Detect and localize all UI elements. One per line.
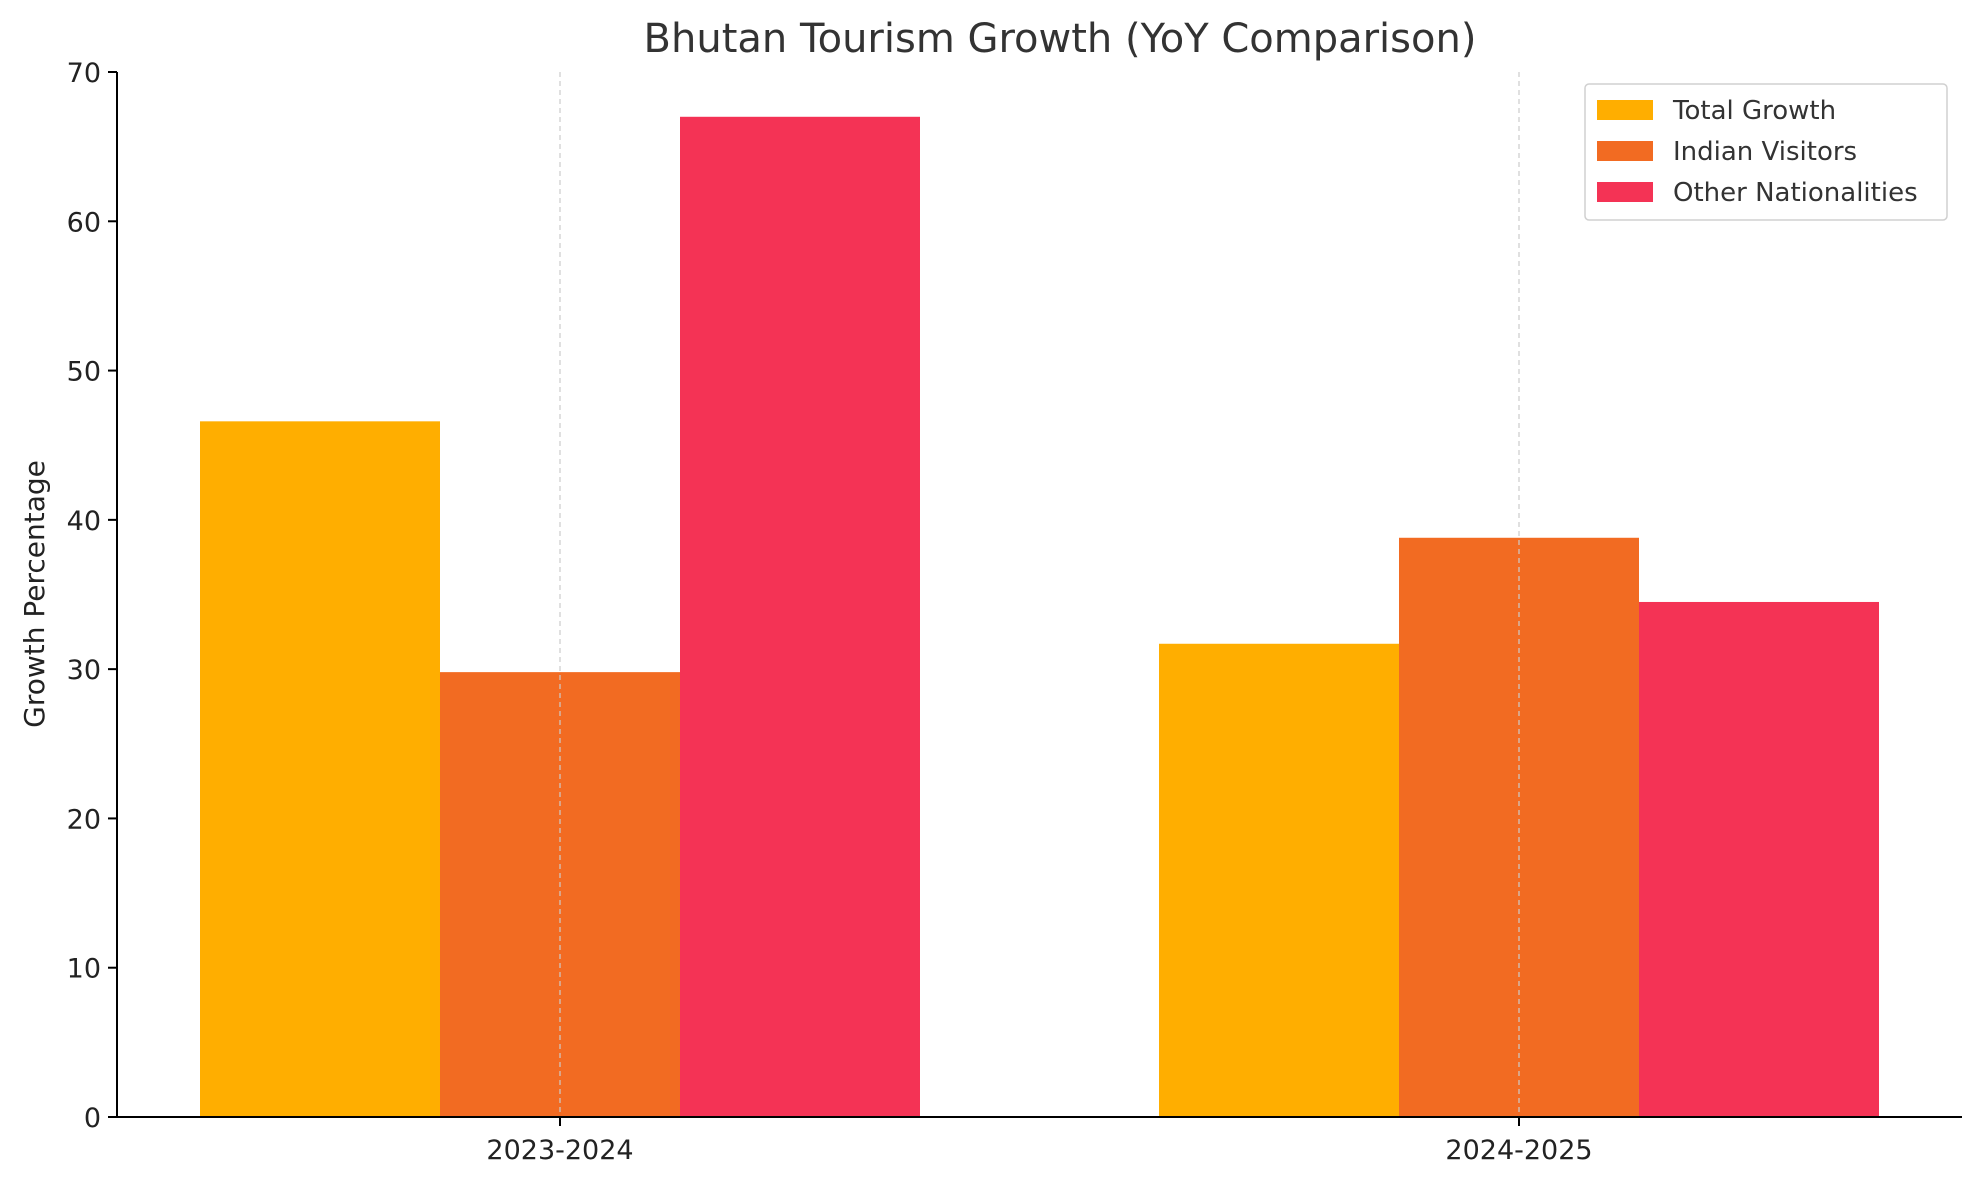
- y-axis-title: Growth Percentage: [18, 460, 51, 728]
- bar-other-nationalities-2024-2025: [1639, 601, 1879, 1117]
- y-tick-label-40: 40: [67, 506, 101, 537]
- y-tick-label-30: 30: [67, 655, 101, 686]
- grid-layer: [559, 72, 1520, 1117]
- axes-layer: [116, 72, 1962, 1118]
- y-tick-label-0: 0: [84, 1103, 101, 1134]
- bar-total-growth-2023-2024: [200, 421, 440, 1117]
- y-tick-label-10: 10: [67, 954, 101, 985]
- y-tick-label-60: 60: [67, 207, 101, 238]
- ticks-layer: 0 10 20 30 40 50 60 70 2023-2024 2024-2025: [67, 58, 1593, 1166]
- x-tick-label-2023-2024: 2023-2024: [486, 1135, 633, 1166]
- chart-title: Bhutan Tourism Growth (YoY Comparison): [644, 16, 1477, 62]
- legend-swatch-indian-visitors: [1597, 141, 1653, 161]
- legend-swatch-other-nationalities: [1597, 182, 1653, 202]
- legend-label-total-growth: Total Growth: [1672, 96, 1836, 126]
- y-tick-label-20: 20: [67, 804, 101, 835]
- y-tick-label-70: 70: [67, 58, 101, 89]
- legend-label-indian-visitors: Indian Visitors: [1673, 137, 1857, 167]
- y-tick-label-50: 50: [67, 357, 101, 388]
- legend-swatch-total-growth: [1597, 100, 1653, 120]
- x-tick-label-2024-2025: 2024-2025: [1445, 1135, 1592, 1166]
- legend-box: [1584, 83, 1948, 221]
- bars-layer: [200, 116, 1879, 1118]
- legend: Total Growth Indian Visitors Other Nationa…: [1584, 83, 1948, 221]
- bar-other-nationalities-2023-2024: [680, 116, 920, 1118]
- legend-label-other-nationalities: Other Nationalities: [1673, 178, 1918, 208]
- bar-total-growth-2024-2025: [1159, 643, 1399, 1117]
